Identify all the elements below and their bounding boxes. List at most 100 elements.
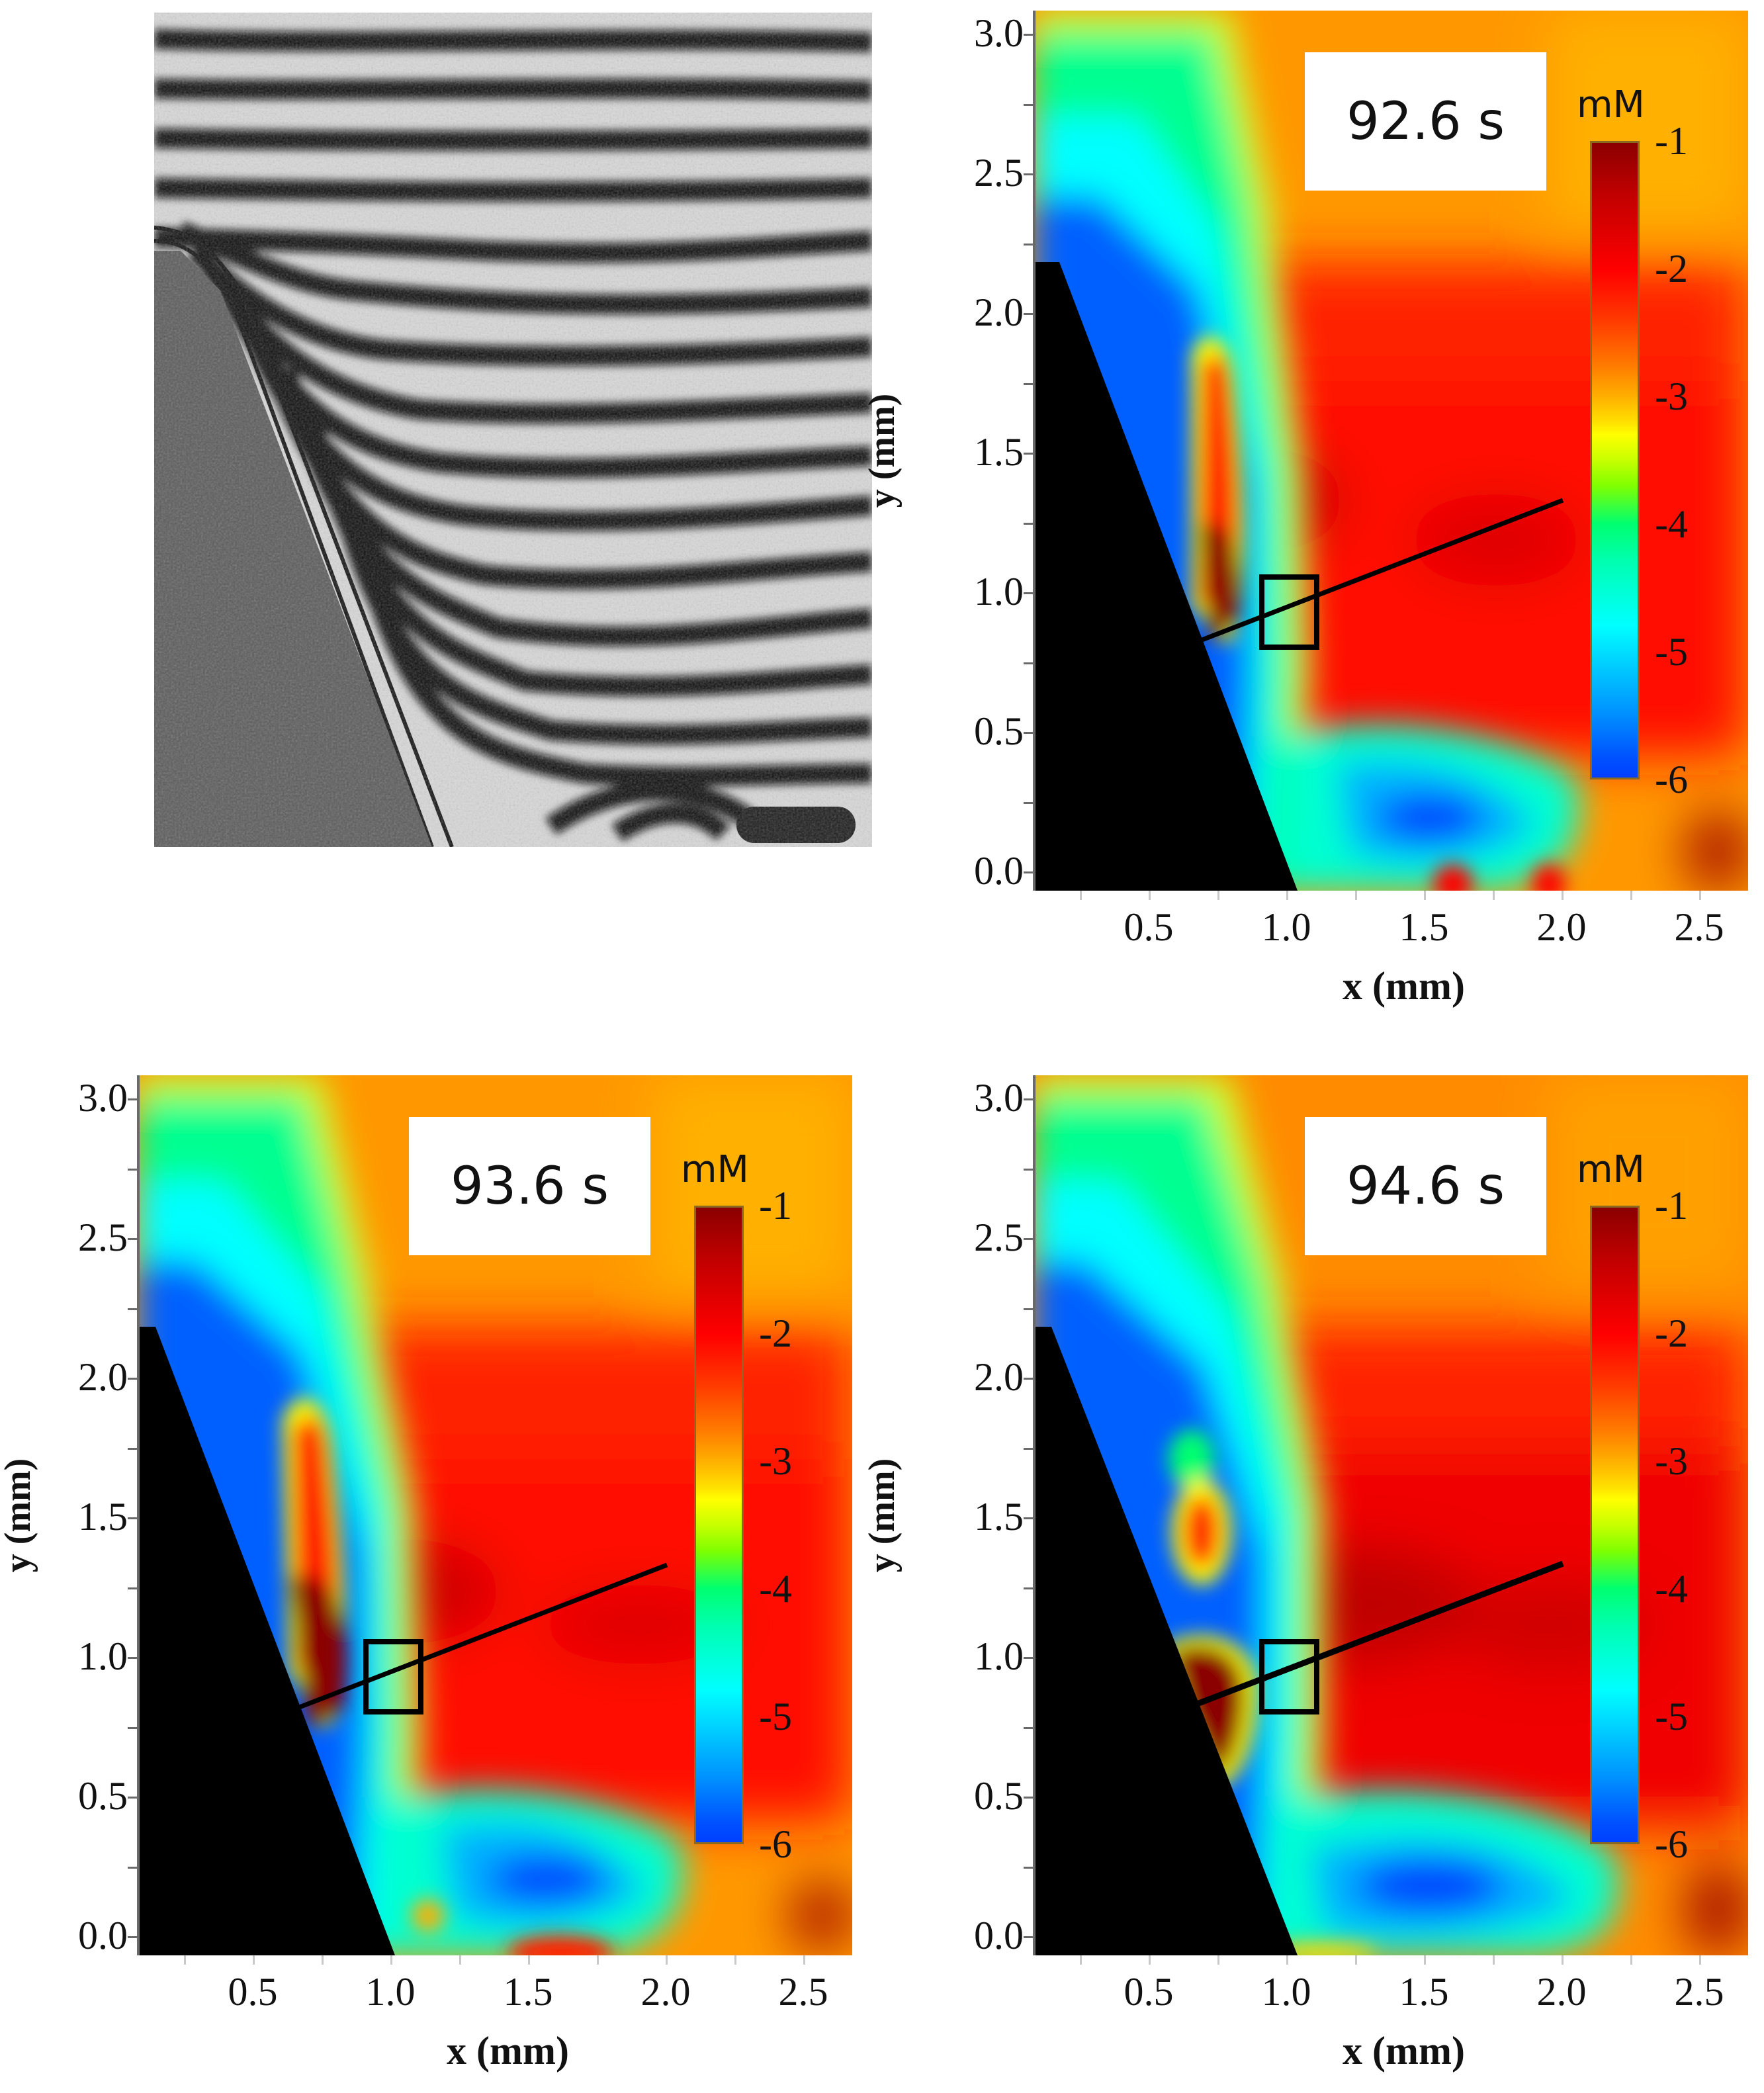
ytick-minor bbox=[1024, 383, 1033, 385]
colorbar-unit: mM bbox=[1577, 83, 1645, 126]
colorbar-tick-label: -6 bbox=[1655, 1822, 1688, 1866]
x-axis-title: x (mm) bbox=[1343, 2029, 1465, 2072]
xtick-minor bbox=[1630, 891, 1632, 900]
fringe-pattern bbox=[154, 13, 873, 848]
ytick-label: 3.0 bbox=[974, 11, 1024, 55]
xtick bbox=[1424, 891, 1426, 900]
colorbar-tick-label: -3 bbox=[759, 1439, 792, 1483]
xtick-label: 2.0 bbox=[1536, 905, 1587, 949]
heatmap-field bbox=[1033, 11, 1748, 891]
roi-box bbox=[1259, 1639, 1319, 1714]
xtick-label: 2.0 bbox=[1536, 1970, 1587, 2014]
electrode-wedge bbox=[1033, 1327, 1298, 1955]
colorbar-tick-label: -1 bbox=[1655, 119, 1688, 163]
colorbar-tick-label: -5 bbox=[1655, 630, 1688, 674]
xtick-minor bbox=[1355, 891, 1357, 900]
xtick-label: 0.5 bbox=[1124, 905, 1174, 949]
ytick-label: 0.0 bbox=[974, 849, 1024, 893]
xtick bbox=[1562, 891, 1564, 900]
x-axis-title: x (mm) bbox=[1343, 964, 1465, 1008]
time-label: 93.6 s bbox=[409, 1117, 650, 1255]
xtick bbox=[1286, 891, 1288, 900]
ytick-minor bbox=[1024, 244, 1033, 245]
ytick-label: 2.5 bbox=[974, 151, 1024, 195]
profile-line bbox=[291, 1562, 668, 1713]
ytick-minor bbox=[1024, 1448, 1033, 1450]
profile-line bbox=[1187, 498, 1564, 648]
colorbar-tick-label: -5 bbox=[1655, 1695, 1688, 1738]
ytick-label: 0.5 bbox=[78, 1774, 128, 1818]
xtick-minor bbox=[1217, 1955, 1219, 1965]
colorbar-tick-label: -2 bbox=[759, 1312, 792, 1355]
ytick-label: 0.0 bbox=[78, 1914, 128, 1957]
ytick bbox=[1024, 1517, 1033, 1519]
ytick bbox=[1024, 1797, 1033, 1799]
ytick bbox=[1024, 1936, 1033, 1938]
ytick-minor bbox=[128, 1169, 137, 1171]
colorbar bbox=[694, 1206, 744, 1844]
ytick-minor bbox=[1024, 1587, 1033, 1589]
time-label: 94.6 s bbox=[1305, 1117, 1546, 1255]
ytick-label: 0.5 bbox=[974, 709, 1024, 753]
ytick bbox=[128, 1378, 137, 1380]
xtick-minor bbox=[1630, 1955, 1632, 1965]
x-axis-title: x (mm) bbox=[447, 2029, 569, 2072]
xtick-minor bbox=[1080, 1955, 1082, 1965]
xtick-minor bbox=[184, 1955, 186, 1965]
xtick-label: 1.5 bbox=[1399, 1970, 1449, 2014]
xtick-label: 0.5 bbox=[1124, 1970, 1174, 2014]
ytick bbox=[128, 1238, 137, 1240]
xtick-label: 2.5 bbox=[1674, 1970, 1724, 2014]
xtick-minor bbox=[459, 1955, 461, 1965]
concentration-plot-93-6s: 3.0 2.5 2.0 1.5 1.0 0.5 0.0 0.5 1.0 1.5 … bbox=[0, 1075, 852, 2072]
colorbar-tick-label: -4 bbox=[1655, 502, 1688, 546]
colorbar-unit: mM bbox=[681, 1148, 749, 1191]
ytick-label: 1.0 bbox=[974, 570, 1024, 613]
xtick bbox=[390, 1955, 392, 1965]
ytick-minor bbox=[1024, 523, 1033, 525]
ytick bbox=[128, 1657, 137, 1659]
colorbar-tick-label: -1 bbox=[1655, 1184, 1688, 1227]
xtick-minor bbox=[734, 1955, 736, 1965]
xtick-label: 1.0 bbox=[1261, 1970, 1311, 2014]
concentration-plot-94-6s: 3.0 2.5 2.0 1.5 1.0 0.5 0.0 0.5 1.0 1.5 … bbox=[861, 1075, 1748, 2072]
colorbar-tick-label: -2 bbox=[1655, 247, 1688, 290]
xtick-minor bbox=[597, 1955, 599, 1965]
ytick bbox=[1024, 1098, 1033, 1100]
ytick-minor bbox=[1024, 1727, 1033, 1729]
ytick bbox=[128, 1936, 137, 1938]
xtick-label: 2.0 bbox=[640, 1970, 691, 2014]
concentration-plot-92-6s: 3.0 2.5 2.0 1.5 1.0 0.5 0.0 0.5 1.0 1.5 … bbox=[861, 11, 1748, 1008]
xtick bbox=[1699, 891, 1701, 900]
ytick bbox=[128, 1517, 137, 1519]
ytick bbox=[1024, 1378, 1033, 1380]
ytick-label: 3.0 bbox=[78, 1076, 128, 1120]
xtick-minor bbox=[1493, 891, 1495, 900]
colorbar-tick-label: -6 bbox=[1655, 758, 1688, 801]
xtick bbox=[666, 1955, 668, 1965]
ytick bbox=[1024, 173, 1033, 175]
ytick bbox=[1024, 453, 1033, 455]
ytick-minor bbox=[1024, 802, 1033, 804]
xtick-label: 1.0 bbox=[1261, 905, 1311, 949]
colorbar-tick-label: -6 bbox=[759, 1822, 792, 1866]
colorbar-tick-label: -2 bbox=[1655, 1312, 1688, 1355]
xtick-minor bbox=[1217, 891, 1219, 900]
interferogram-image bbox=[154, 13, 873, 848]
ytick-label: 2.0 bbox=[974, 1355, 1024, 1399]
xtick-label: 0.5 bbox=[228, 1970, 278, 2014]
ytick bbox=[1024, 732, 1033, 734]
xtick-label: 1.0 bbox=[365, 1970, 416, 2014]
ytick bbox=[1024, 1657, 1033, 1659]
xtick-minor bbox=[1080, 891, 1082, 900]
ytick bbox=[1024, 313, 1033, 315]
ytick-minor bbox=[1024, 104, 1033, 106]
ytick-label: 0.5 bbox=[974, 1774, 1024, 1818]
ytick-label: 3.0 bbox=[974, 1076, 1024, 1120]
ytick-minor bbox=[1024, 662, 1033, 664]
ytick-label: 2.5 bbox=[78, 1216, 128, 1259]
ytick-label: 2.5 bbox=[974, 1216, 1024, 1259]
roi-box bbox=[1259, 574, 1319, 650]
xtick-label: 2.5 bbox=[1674, 905, 1724, 949]
colorbar bbox=[1590, 141, 1640, 779]
